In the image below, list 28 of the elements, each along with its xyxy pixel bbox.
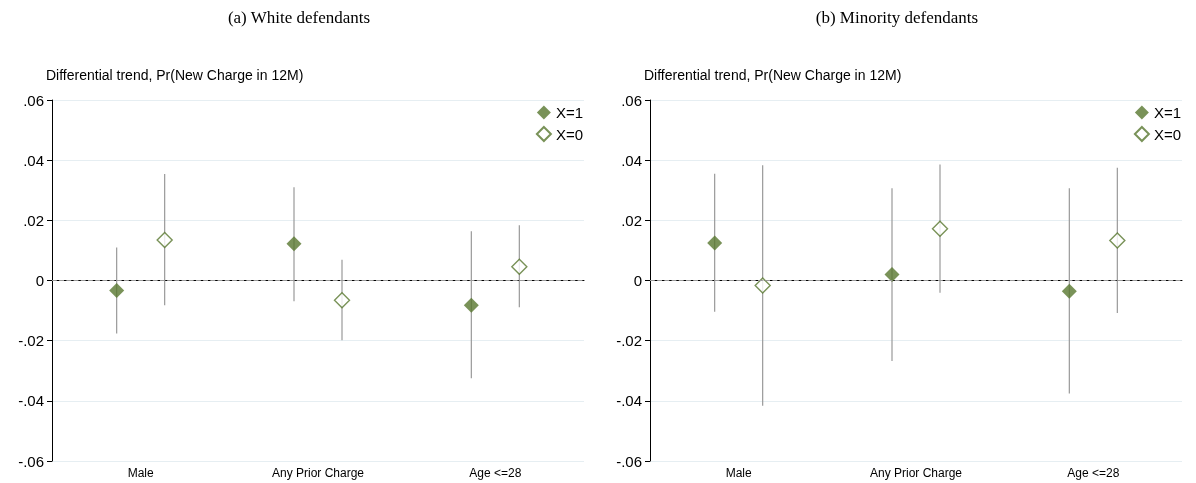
y-tick-label: 0: [633, 272, 642, 289]
chart-title: (a) White defendants: [227, 8, 371, 27]
x-tick-label: Any Prior Charge: [869, 466, 963, 480]
legend-label: X=1: [1153, 104, 1181, 121]
y-tick-label: .04: [621, 151, 642, 169]
y-tick-label: 0: [35, 272, 44, 289]
y-tick-label: -.06: [616, 452, 642, 470]
y-tick-label: -.04: [616, 392, 642, 410]
x-tick-label: Age <=28: [1067, 466, 1120, 480]
y-tick-label: -.04: [18, 392, 44, 410]
y-tick-label: .02: [621, 211, 642, 229]
y-axis-title: Differential trend, Pr(New Charge in 12M): [46, 67, 304, 83]
y-tick-label: .06: [23, 91, 44, 109]
y-axis-title: Differential trend, Pr(New Charge in 12M): [644, 67, 902, 83]
legend-label: X=1: [555, 104, 583, 121]
y-tick-label: -.06: [18, 452, 44, 470]
x-tick-label: Male: [725, 466, 752, 480]
y-tick-label: -.02: [616, 332, 642, 350]
y-tick-label: .04: [23, 151, 44, 169]
y-tick-label: .02: [23, 211, 44, 229]
y-tick-label: -.02: [18, 332, 44, 350]
x-tick-label: Any Prior Charge: [271, 466, 365, 480]
legend-label: X=0: [555, 125, 583, 143]
y-tick-label: .06: [621, 91, 642, 109]
chart-title: (b) Minority defendants: [815, 8, 979, 27]
legend-label: X=0: [1153, 125, 1181, 143]
x-tick-label: Age <=28: [469, 466, 522, 480]
x-tick-label: Male: [127, 466, 154, 480]
